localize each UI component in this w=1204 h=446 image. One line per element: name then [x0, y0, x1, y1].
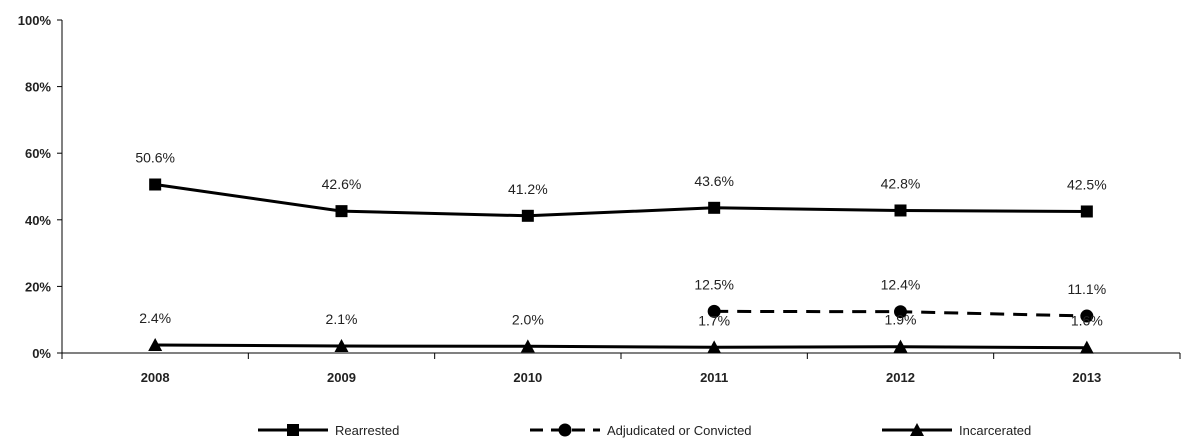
- chart-axes: 0% 20% 40% 60% 80% 100% 2008 2009 2010 2011 2012 20…: [18, 13, 1181, 385]
- series-adjudicated-or-convicted: [707, 304, 1094, 323]
- data-label: 2.0%: [512, 311, 544, 327]
- data-point: [334, 339, 349, 353]
- data-point: [1079, 340, 1094, 354]
- legend-item: Rearrested: [258, 423, 399, 438]
- data-label: 41.2%: [508, 181, 548, 197]
- data-point: [335, 205, 348, 218]
- x-tick-label: 2012: [886, 370, 915, 385]
- y-tick-label: 0%: [32, 346, 51, 361]
- data-point: [708, 201, 721, 214]
- series-line: [154, 183, 1087, 218]
- data-point: [894, 204, 907, 217]
- data-point: [520, 339, 535, 353]
- data-point: [894, 305, 907, 319]
- data-point: [707, 340, 722, 354]
- y-tick-label: 60%: [25, 146, 51, 161]
- legend-label: Incarcerated: [959, 423, 1031, 438]
- data-point: [1080, 205, 1093, 218]
- y-tick-label: 80%: [25, 80, 51, 95]
- legend-marker: [558, 423, 572, 437]
- y-tick-label: 100%: [18, 13, 52, 28]
- data-label: 42.6%: [322, 176, 362, 192]
- data-label: 2.1%: [326, 311, 358, 327]
- series-line: [155, 343, 1087, 350]
- data-label: 2.4%: [139, 310, 171, 326]
- series-rearrested: [149, 178, 1093, 222]
- chart-legend: Rearrested Adjudicated or Convicted Incarc…: [258, 423, 1031, 438]
- data-label: 1.6%: [1071, 313, 1103, 329]
- legend-item: Adjudicated or Convicted: [530, 423, 752, 438]
- data-label: 12.5%: [694, 276, 734, 292]
- x-tick-label: 2008: [141, 370, 170, 385]
- data-label: 43.6%: [694, 173, 734, 189]
- legend-label: Rearrested: [335, 423, 399, 438]
- data-label: 42.5%: [1067, 176, 1107, 192]
- data-point: [521, 209, 534, 222]
- data-label: 1.9%: [885, 312, 917, 328]
- data-point: [893, 339, 908, 353]
- data-point: [707, 304, 721, 318]
- legend-label: Adjudicated or Convicted: [607, 423, 752, 438]
- y-tick-label: 20%: [25, 279, 51, 294]
- data-label: 42.8%: [881, 175, 921, 191]
- data-label: 12.4%: [881, 277, 921, 293]
- data-point: [148, 338, 163, 352]
- data-label: 11.1%: [1067, 281, 1106, 297]
- data-label: 50.6%: [135, 150, 175, 166]
- x-tick-label: 2010: [513, 370, 542, 385]
- legend-item: Incarcerated: [882, 423, 1031, 438]
- legend-marker: [287, 424, 299, 436]
- data-point: [149, 178, 162, 191]
- y-tick-label: 40%: [25, 213, 51, 228]
- chart-series: [148, 178, 1094, 354]
- data-label: 1.7%: [698, 312, 730, 328]
- x-tick-label: 2013: [1072, 370, 1101, 385]
- x-tick-label: 2009: [327, 370, 356, 385]
- legend-marker: [910, 423, 924, 436]
- x-tick-label: 2011: [700, 370, 728, 385]
- chart-data-labels: 50.6% 42.6% 41.2% 43.6% 42.8% 42.5% 12.5% 12.4%…: [135, 150, 1106, 329]
- data-point: [1080, 309, 1094, 323]
- series-incarcerated: [148, 338, 1094, 354]
